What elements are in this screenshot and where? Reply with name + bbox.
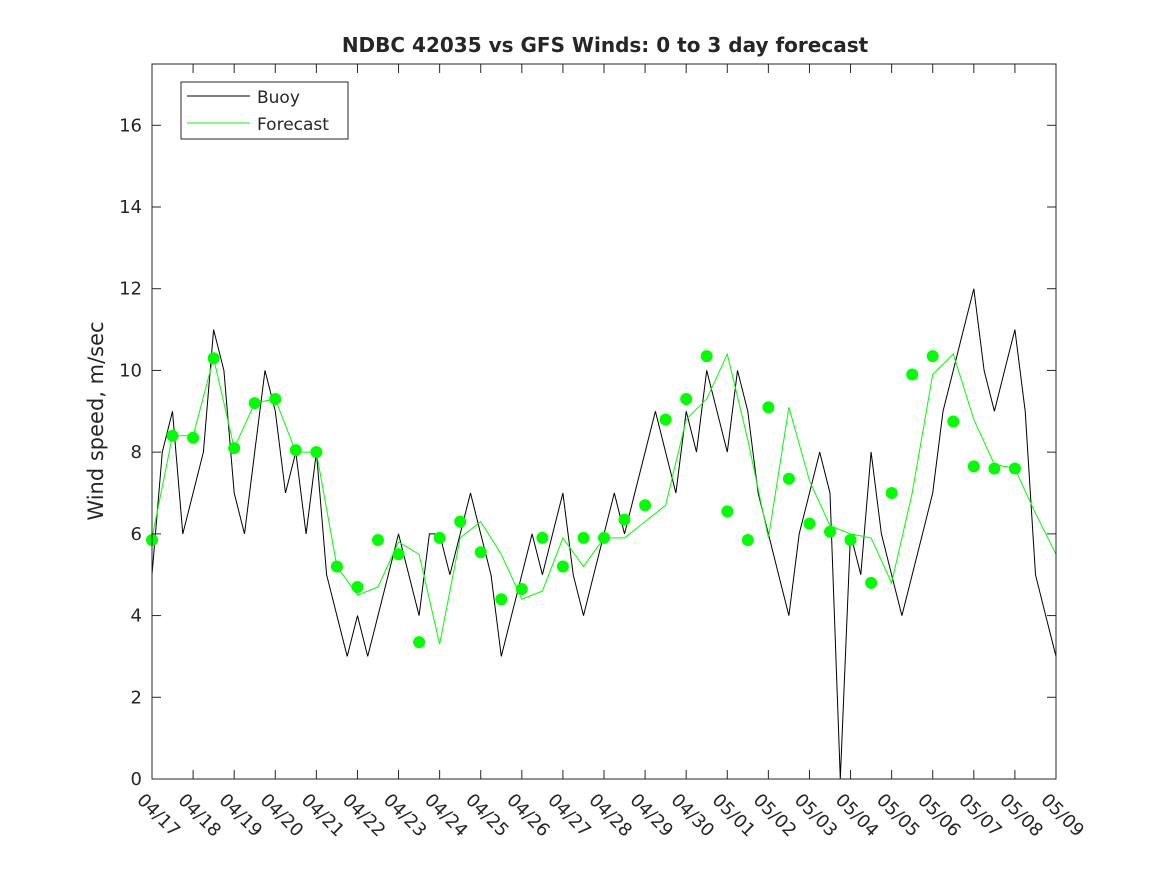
x-tick-label: 05/05: [872, 790, 924, 842]
x-tick-label: 05/08: [995, 790, 1047, 842]
x-tick-label: 04/24: [420, 790, 472, 842]
legend-forecast-label: Forecast: [257, 115, 329, 135]
y-tick-label: 12: [119, 279, 142, 300]
y-tick-label: 8: [131, 442, 142, 463]
x-tick-label: 04/28: [584, 790, 636, 842]
forecast-marker: [392, 548, 405, 561]
x-axis: 04/1704/1804/1904/2004/2104/2204/2304/24…: [132, 64, 1088, 841]
x-tick-label: 05/04: [831, 790, 883, 842]
forecast-marker: [166, 429, 179, 442]
x-tick-label: 04/23: [379, 790, 431, 842]
forecast-marker: [598, 531, 610, 544]
forecast-marker: [906, 368, 919, 381]
forecast-marker: [207, 352, 220, 365]
forecast-marker: [762, 401, 775, 414]
forecast-marker: [824, 525, 836, 538]
forecast-marker: [248, 397, 261, 410]
forecast-markers: [146, 350, 1021, 649]
chart-title: NDBC 42035 vs GFS Winds: 0 to 3 day fore…: [342, 33, 869, 57]
x-tick-label: 04/27: [543, 790, 595, 842]
forecast-marker: [844, 534, 857, 546]
forecast-marker: [680, 393, 693, 405]
x-tick-label: 04/22: [338, 790, 390, 842]
forecast-marker: [865, 576, 878, 589]
forecast-marker: [947, 415, 960, 428]
forecast-marker: [926, 350, 939, 363]
forecast-marker: [310, 446, 323, 459]
x-tick-label: 04/21: [297, 790, 349, 842]
forecast-marker: [967, 460, 980, 473]
forecast-marker: [659, 413, 672, 426]
x-tick-label: 04/19: [215, 790, 267, 842]
y-tick-label: 2: [131, 687, 142, 708]
legend: Buoy Forecast: [180, 81, 349, 140]
forecast-marker: [556, 560, 569, 573]
x-tick-label: 04/17: [132, 790, 184, 842]
forecast-marker: [782, 472, 795, 485]
forecast-marker: [885, 487, 898, 499]
forecast-marker: [413, 636, 426, 649]
x-tick-label: 04/25: [461, 790, 513, 842]
forecast-marker: [351, 581, 364, 593]
x-tick-label: 04/30: [667, 790, 719, 842]
y-tick-label: 4: [131, 606, 142, 627]
x-tick-label: 05/03: [790, 790, 842, 842]
x-tick-label: 05/01: [708, 790, 760, 842]
y-tick-label: 14: [119, 197, 142, 218]
forecast-marker: [187, 431, 200, 444]
x-tick-label: 05/09: [1036, 790, 1088, 842]
x-tick-label: 05/06: [913, 790, 965, 842]
y-axis: 0 2 4 6 8 10 12 14 16: [119, 115, 1056, 790]
forecast-marker: [721, 505, 734, 518]
y-axis-label: Wind speed, m/sec: [84, 321, 108, 520]
x-tick-label: 04/29: [626, 790, 678, 842]
forecast-marker: [330, 560, 343, 573]
forecast-marker: [988, 462, 1001, 475]
y-tick-label: 16: [119, 115, 142, 136]
forecast-marker: [536, 531, 549, 544]
forecast-marker: [454, 515, 467, 528]
x-tick-label: 04/26: [502, 790, 554, 842]
forecast-marker: [228, 442, 241, 455]
forecast-marker: [577, 531, 590, 544]
x-tick-label: 04/18: [174, 790, 226, 842]
forecast-marker: [495, 593, 508, 606]
forecast-marker: [289, 444, 302, 457]
forecast-marker: [372, 534, 384, 546]
y-tick-label: 0: [131, 769, 142, 790]
forecast-marker: [433, 531, 446, 544]
x-tick-label: 05/07: [954, 790, 1006, 842]
forecast-marker: [269, 393, 282, 405]
y-tick-label: 6: [131, 524, 142, 545]
forecast-marker: [618, 513, 631, 526]
series-line-forecast: [151, 352, 1057, 645]
forecast-marker: [515, 583, 528, 595]
legend-buoy-label: Buoy: [257, 88, 300, 108]
forecast-marker: [474, 546, 487, 559]
legend-box: [180, 81, 349, 140]
forecast-marker: [700, 350, 713, 363]
forecast-marker: [1008, 462, 1021, 475]
plot-frame: [151, 63, 1057, 780]
y-tick-label: 10: [119, 360, 142, 381]
x-tick-label: 04/20: [256, 790, 308, 842]
forecast-marker: [803, 517, 816, 530]
x-tick-label: 05/02: [749, 790, 801, 842]
forecast-marker: [639, 499, 652, 512]
forecast-marker: [741, 534, 754, 546]
